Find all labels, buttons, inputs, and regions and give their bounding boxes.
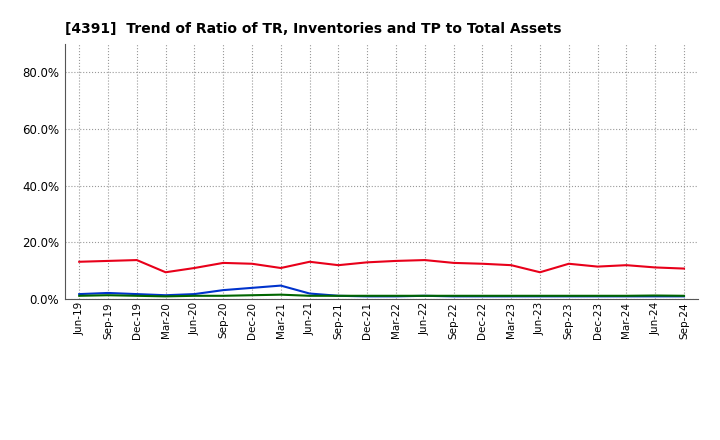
Inventories (132, 291, 141, 297)
Trade Receivables (75, 259, 84, 264)
Text: [4391]  Trend of Ratio of TR, Inventories and TP to Total Assets: [4391] Trend of Ratio of TR, Inventories… (65, 22, 562, 36)
Trade Payables (593, 293, 602, 298)
Inventories (593, 294, 602, 299)
Trade Receivables (507, 263, 516, 268)
Inventories (161, 293, 170, 298)
Trade Receivables (276, 265, 285, 271)
Trade Payables (478, 293, 487, 298)
Inventories (478, 294, 487, 299)
Trade Receivables (305, 259, 314, 264)
Trade Payables (536, 293, 544, 298)
Trade Receivables (161, 270, 170, 275)
Trade Payables (276, 292, 285, 297)
Trade Receivables (564, 261, 573, 266)
Line: Trade Payables: Trade Payables (79, 295, 684, 297)
Trade Payables (651, 293, 660, 298)
Inventories (219, 287, 228, 293)
Trade Payables (680, 293, 688, 298)
Trade Payables (219, 293, 228, 298)
Trade Receivables (651, 265, 660, 270)
Trade Payables (449, 293, 458, 298)
Trade Payables (392, 293, 400, 298)
Trade Payables (622, 293, 631, 298)
Trade Payables (75, 293, 84, 298)
Inventories (305, 291, 314, 296)
Inventories (651, 294, 660, 299)
Inventories (276, 283, 285, 288)
Inventories (363, 294, 372, 299)
Trade Payables (305, 293, 314, 298)
Trade Receivables (392, 258, 400, 264)
Line: Inventories: Inventories (79, 286, 684, 297)
Inventories (248, 285, 256, 290)
Inventories (449, 294, 458, 299)
Trade Receivables (680, 266, 688, 271)
Trade Receivables (478, 261, 487, 266)
Inventories (75, 291, 84, 297)
Trade Receivables (132, 257, 141, 263)
Inventories (104, 290, 112, 296)
Inventories (392, 294, 400, 299)
Trade Payables (363, 293, 372, 298)
Trade Receivables (248, 261, 256, 266)
Inventories (190, 291, 199, 297)
Inventories (622, 294, 631, 299)
Inventories (507, 294, 516, 299)
Trade Receivables (219, 260, 228, 266)
Inventories (564, 294, 573, 299)
Trade Receivables (536, 270, 544, 275)
Trade Receivables (104, 258, 112, 264)
Trade Receivables (363, 260, 372, 265)
Trade Receivables (420, 257, 429, 263)
Inventories (680, 294, 688, 299)
Trade Payables (420, 293, 429, 298)
Legend: Trade Receivables, Inventories, Trade Payables: Trade Receivables, Inventories, Trade Pa… (148, 438, 616, 440)
Trade Payables (190, 293, 199, 298)
Trade Payables (564, 293, 573, 298)
Inventories (536, 294, 544, 299)
Inventories (334, 293, 343, 298)
Trade Receivables (449, 260, 458, 266)
Trade Payables (507, 293, 516, 298)
Line: Trade Receivables: Trade Receivables (79, 260, 684, 272)
Trade Receivables (334, 263, 343, 268)
Trade Receivables (622, 263, 631, 268)
Trade Payables (104, 293, 112, 298)
Trade Receivables (593, 264, 602, 269)
Trade Payables (161, 294, 170, 299)
Trade Payables (334, 293, 343, 298)
Inventories (420, 293, 429, 298)
Trade Receivables (190, 265, 199, 271)
Trade Payables (248, 293, 256, 298)
Trade Payables (132, 293, 141, 298)
